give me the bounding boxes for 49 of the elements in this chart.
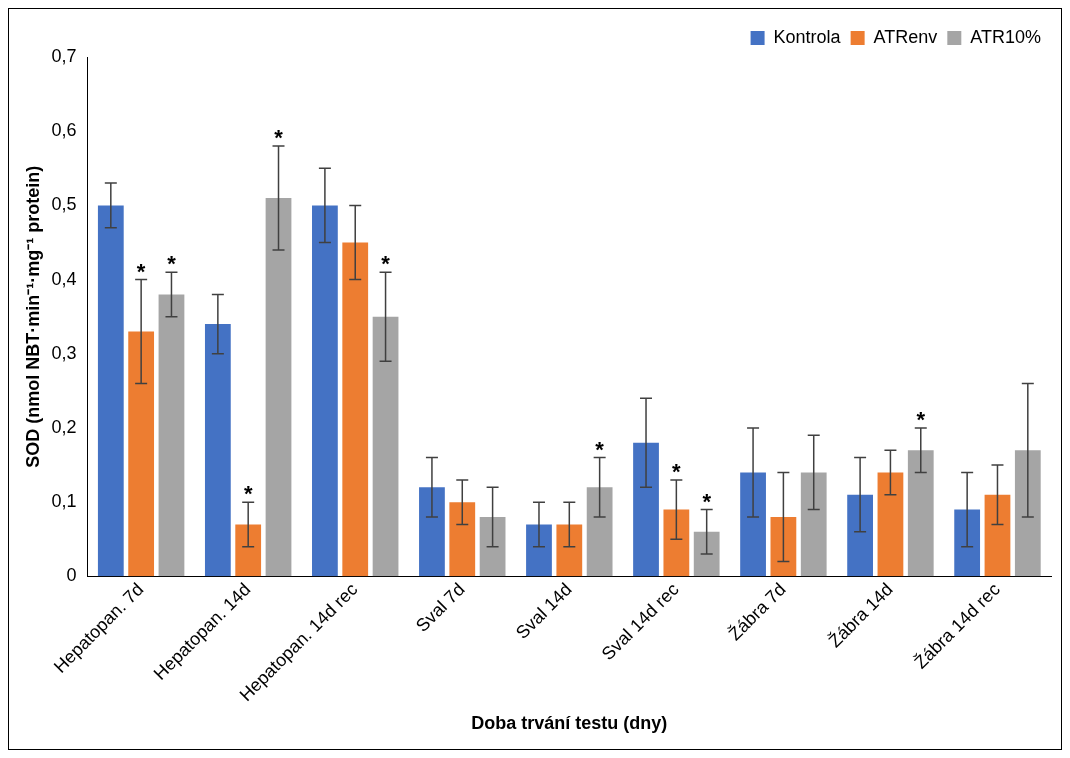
y-tick-label: 0,2 bbox=[51, 416, 77, 437]
data-label: * bbox=[243, 481, 253, 507]
bar bbox=[800, 472, 827, 577]
data-label: * bbox=[381, 251, 391, 277]
y-tick-label: 0,1 bbox=[51, 491, 77, 512]
bar bbox=[847, 494, 873, 577]
bar bbox=[419, 487, 445, 577]
bar bbox=[235, 524, 262, 577]
y-tick-label: 0,7 bbox=[51, 45, 77, 66]
bar bbox=[586, 487, 613, 577]
bar bbox=[770, 516, 797, 577]
bar bbox=[128, 331, 155, 577]
y-tick-label: 0 bbox=[66, 565, 77, 586]
bar bbox=[740, 472, 766, 577]
bar bbox=[633, 442, 659, 577]
bar bbox=[449, 502, 476, 577]
bar bbox=[663, 509, 690, 577]
bar bbox=[984, 494, 1011, 577]
bar bbox=[693, 531, 720, 577]
y-tick-label: 0,6 bbox=[51, 120, 77, 141]
bar bbox=[372, 316, 399, 577]
bar bbox=[312, 205, 338, 577]
data-label: * bbox=[595, 436, 605, 462]
bar bbox=[1014, 450, 1041, 577]
y-tick-label: 0,5 bbox=[51, 194, 77, 215]
bar bbox=[97, 205, 124, 577]
bar bbox=[479, 516, 506, 577]
bar bbox=[265, 197, 292, 577]
bar bbox=[158, 294, 185, 577]
bar bbox=[342, 242, 369, 577]
data-label: * bbox=[136, 258, 146, 284]
data-label: * bbox=[916, 407, 926, 433]
legend-label: ATRenv bbox=[873, 26, 938, 47]
data-label: * bbox=[167, 251, 177, 277]
bar bbox=[204, 324, 231, 577]
data-label: * bbox=[702, 488, 712, 514]
bar bbox=[526, 524, 552, 577]
legend-label: Kontrola bbox=[773, 26, 842, 47]
bar bbox=[877, 472, 904, 577]
data-label: * bbox=[672, 458, 682, 484]
y-tick-label: 0,3 bbox=[51, 342, 77, 363]
x-axis-title: Doba trvání testu (dny) bbox=[471, 713, 668, 734]
y-tick-label: 0,4 bbox=[51, 268, 77, 289]
bar bbox=[556, 524, 583, 577]
bar bbox=[954, 509, 981, 577]
data-label: * bbox=[274, 125, 284, 151]
bar bbox=[907, 450, 934, 577]
y-axis-title: SOD (nmol NBT·min⁻¹·mg⁻¹ protein) bbox=[22, 165, 43, 468]
legend-label: ATR10% bbox=[970, 26, 1042, 47]
